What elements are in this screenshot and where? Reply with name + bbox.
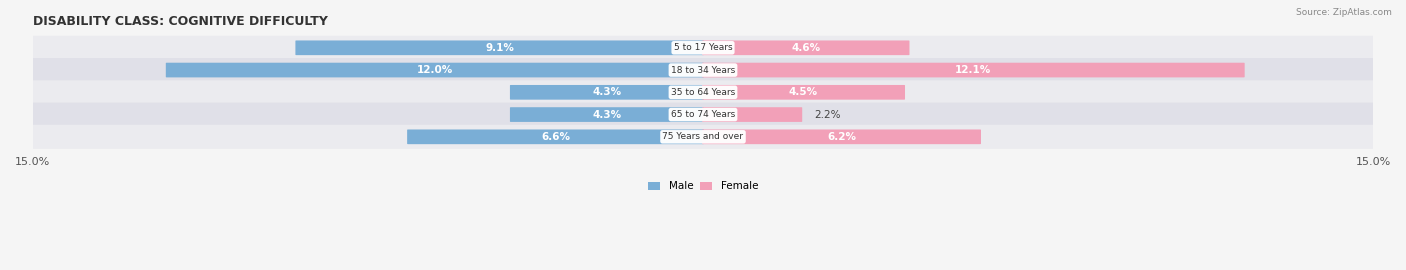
Text: 4.3%: 4.3% — [592, 87, 621, 97]
Legend: Male, Female: Male, Female — [644, 177, 762, 196]
Text: Source: ZipAtlas.com: Source: ZipAtlas.com — [1296, 8, 1392, 17]
Text: 4.3%: 4.3% — [592, 110, 621, 120]
FancyBboxPatch shape — [702, 85, 905, 100]
Text: 4.5%: 4.5% — [789, 87, 818, 97]
FancyBboxPatch shape — [702, 40, 910, 55]
FancyBboxPatch shape — [295, 40, 704, 55]
Text: 75 Years and over: 75 Years and over — [662, 132, 744, 141]
FancyBboxPatch shape — [31, 103, 1375, 127]
FancyBboxPatch shape — [408, 130, 704, 144]
Text: 65 to 74 Years: 65 to 74 Years — [671, 110, 735, 119]
FancyBboxPatch shape — [31, 58, 1375, 82]
Text: 4.6%: 4.6% — [792, 43, 820, 53]
FancyBboxPatch shape — [702, 130, 981, 144]
Text: 5 to 17 Years: 5 to 17 Years — [673, 43, 733, 52]
FancyBboxPatch shape — [510, 107, 704, 122]
FancyBboxPatch shape — [31, 80, 1375, 104]
Text: 12.1%: 12.1% — [955, 65, 991, 75]
Text: 2.2%: 2.2% — [814, 110, 841, 120]
Text: 12.0%: 12.0% — [416, 65, 453, 75]
Text: 9.1%: 9.1% — [485, 43, 515, 53]
Text: 6.2%: 6.2% — [827, 132, 856, 142]
Text: 35 to 64 Years: 35 to 64 Years — [671, 88, 735, 97]
FancyBboxPatch shape — [31, 36, 1375, 60]
FancyBboxPatch shape — [702, 107, 803, 122]
FancyBboxPatch shape — [702, 63, 1244, 77]
FancyBboxPatch shape — [31, 125, 1375, 149]
Text: 18 to 34 Years: 18 to 34 Years — [671, 66, 735, 75]
Text: 6.6%: 6.6% — [541, 132, 569, 142]
FancyBboxPatch shape — [166, 63, 704, 77]
FancyBboxPatch shape — [510, 85, 704, 100]
Text: DISABILITY CLASS: COGNITIVE DIFFICULTY: DISABILITY CLASS: COGNITIVE DIFFICULTY — [32, 15, 328, 28]
